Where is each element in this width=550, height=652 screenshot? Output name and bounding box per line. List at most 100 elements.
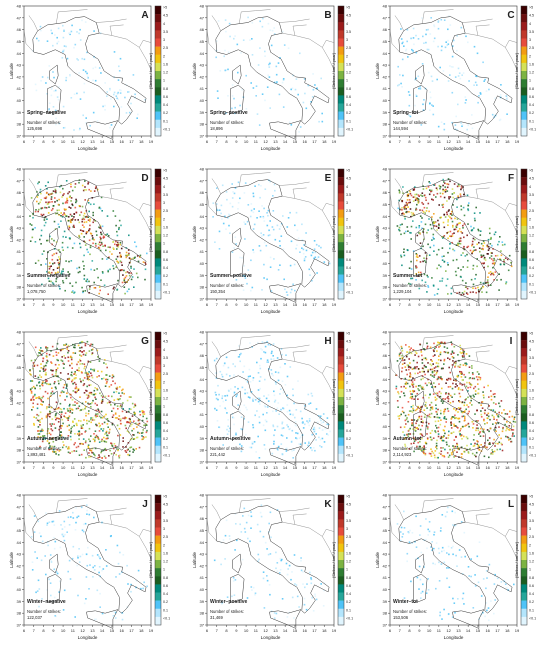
density-cell	[425, 261, 427, 263]
density-cell	[71, 367, 73, 369]
density-cell	[91, 451, 93, 454]
density-cell	[62, 235, 64, 238]
y-tick-label: 48	[200, 330, 205, 335]
density-cell	[69, 238, 71, 240]
density-cell	[59, 372, 62, 374]
density-cell	[468, 80, 470, 82]
density-cell	[286, 375, 289, 378]
density-cell	[286, 394, 288, 397]
density-cell	[54, 188, 57, 191]
colorbar-tick-label: 1.6	[163, 62, 168, 66]
density-cell	[241, 386, 244, 389]
density-cell	[141, 419, 144, 422]
density-cell	[419, 215, 422, 217]
colorbar-tick-label: 2	[529, 380, 531, 384]
density-cell	[37, 426, 40, 428]
density-cell	[245, 108, 248, 110]
map-panel-g: 6 7 8 9 10 11 12 13 14 15 16 17 18 19 48 47 46 45 44 43 42 41…	[0, 326, 183, 489]
density-cell	[465, 99, 467, 101]
density-cell	[46, 349, 48, 351]
country-border	[56, 335, 88, 350]
density-cell	[241, 257, 243, 259]
density-cell	[473, 212, 476, 214]
density-cell	[40, 376, 43, 378]
density-cell	[59, 258, 61, 261]
density-cell	[452, 259, 455, 262]
density-cell	[88, 456, 90, 458]
density-cell	[442, 178, 444, 181]
density-cell	[70, 358, 73, 361]
density-cell	[119, 89, 121, 91]
density-cell	[115, 266, 117, 268]
density-cell	[102, 428, 105, 430]
colorbar-tick-label: 4.5	[163, 177, 168, 181]
density-cell	[408, 429, 410, 431]
colorbar-swatch	[521, 46, 527, 55]
density-cell	[229, 202, 232, 205]
density-cell	[84, 430, 87, 432]
density-cell	[77, 430, 80, 433]
density-cell	[457, 244, 459, 246]
density-cell	[106, 91, 108, 93]
density-cell	[103, 455, 106, 458]
density-cell	[118, 70, 121, 72]
density-cell	[450, 452, 453, 454]
density-cell	[400, 233, 402, 236]
density-cell	[506, 258, 509, 261]
density-cell	[256, 410, 258, 412]
density-cell	[78, 454, 81, 456]
country-border	[465, 33, 518, 70]
colorbar-frame	[154, 168, 162, 300]
density-cell	[273, 81, 276, 84]
density-cell	[29, 215, 31, 217]
density-cell	[50, 428, 52, 430]
density-cell	[48, 102, 51, 104]
density-cell	[133, 420, 135, 423]
density-cell	[225, 408, 227, 411]
density-cell	[37, 520, 40, 523]
density-cell	[227, 216, 229, 219]
density-cell	[45, 364, 47, 367]
density-cell	[299, 443, 302, 446]
density-cell	[104, 82, 106, 84]
density-cell	[81, 184, 84, 187]
density-cell	[119, 434, 122, 436]
density-cell	[411, 384, 414, 387]
colorbar-swatch	[155, 258, 161, 267]
density-cell	[264, 405, 267, 408]
colorbar-tick-label: 0.4	[529, 103, 534, 107]
density-cell	[61, 390, 64, 392]
density-cell	[468, 410, 470, 413]
density-cell	[132, 451, 134, 453]
density-cell	[263, 404, 266, 407]
colorbar: >54.543.532.521.61.210.80.60.40.20.1<0.1…	[514, 6, 536, 137]
density-cell	[47, 265, 50, 268]
density-cell	[488, 437, 491, 439]
density-cell	[251, 22, 254, 24]
colorbar-swatch	[155, 217, 161, 227]
density-cell	[308, 418, 311, 420]
density-cell	[442, 189, 444, 192]
density-cell	[66, 395, 68, 398]
density-cell	[451, 343, 453, 346]
density-cell	[491, 272, 493, 275]
density-cell	[435, 373, 437, 375]
density-cell	[448, 15, 450, 17]
y-tick-label: 40	[200, 261, 205, 266]
density-cell	[456, 426, 458, 428]
density-cell	[437, 20, 440, 22]
density-cell	[479, 376, 482, 379]
density-cell	[498, 426, 500, 428]
density-cell	[69, 431, 72, 434]
density-cell	[86, 390, 88, 392]
density-cell	[447, 437, 449, 439]
density-cell	[407, 249, 409, 252]
density-cell	[86, 397, 89, 399]
density-cell	[411, 424, 413, 427]
density-cell	[69, 213, 72, 216]
density-cell	[74, 442, 76, 444]
density-cell	[503, 409, 505, 411]
density-cell	[409, 433, 412, 435]
density-cell	[442, 203, 445, 206]
x-tick-label: 6	[389, 465, 392, 470]
